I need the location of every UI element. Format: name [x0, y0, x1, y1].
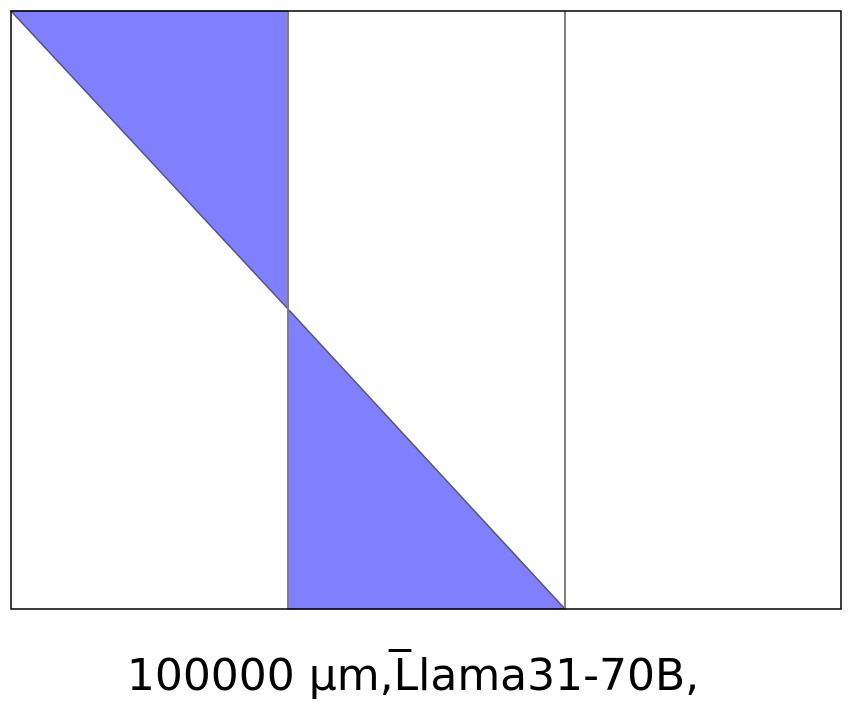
diagram-frame	[10, 10, 842, 610]
diagram-caption: 100000 µm,L̅lama31-70B,	[127, 647, 699, 701]
